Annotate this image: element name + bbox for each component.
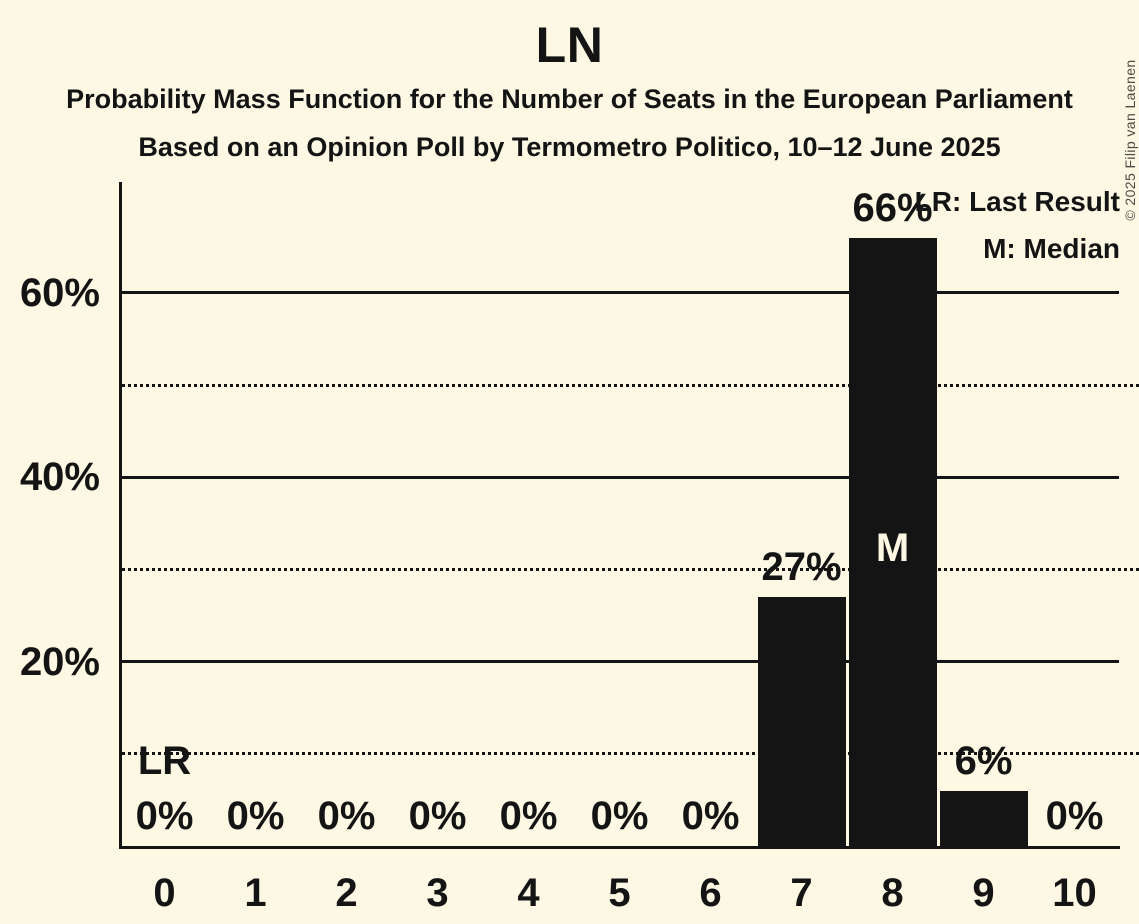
x-tick-label-9: 9	[972, 871, 995, 915]
chart-legend: LR: Last Result M: Median	[915, 178, 1120, 272]
x-tick-label-6: 6	[699, 871, 722, 915]
x-tick-label-1: 1	[244, 871, 267, 915]
value-label-seat-4: 0%	[499, 794, 558, 838]
legend-last-result: LR: Last Result	[914, 186, 1120, 217]
bar-seat-7	[757, 597, 846, 846]
x-tick-label-3: 3	[426, 871, 449, 915]
chart-poll-info: Based on an Opinion Poll by Termometro P…	[138, 132, 1001, 162]
median-label: M	[875, 525, 910, 570]
value-label-seat-6: 0%	[681, 794, 740, 838]
value-label-seat-0: 0%	[135, 794, 194, 838]
x-tick-label-0: 0	[153, 871, 176, 915]
value-label-seat-7: 27%	[761, 545, 842, 590]
legend-median: M: Median	[983, 233, 1120, 264]
x-axis-line	[119, 846, 1120, 849]
chart-title: LN	[535, 17, 604, 73]
value-label-seat-8: 66%	[852, 185, 933, 230]
gridline-solid-60pct	[122, 291, 1119, 295]
value-label-seat-2: 0%	[317, 794, 376, 838]
last-result-label: LR	[137, 739, 192, 783]
x-tick-label-5: 5	[608, 871, 631, 915]
value-label-seat-10: 0%	[1045, 794, 1104, 838]
value-label-seat-3: 0%	[408, 794, 467, 838]
value-label-seat-5: 0%	[590, 794, 649, 838]
gridline-solid-40pct	[122, 475, 1119, 479]
x-tick-label-4: 4	[517, 871, 540, 915]
y-axis-line	[119, 182, 122, 849]
gridline-solid-20pct	[122, 660, 1119, 664]
bar-seat-8	[848, 237, 937, 846]
gridline-dotted-30pct	[122, 567, 1139, 571]
x-tick-label-10: 10	[1052, 871, 1097, 915]
x-tick-label-7: 7	[790, 871, 813, 915]
chart-subtitle: Probability Mass Function for the Number…	[66, 84, 1073, 114]
gridline-dotted-50pct	[122, 383, 1139, 387]
y-tick-label-20pct: 20%	[19, 639, 100, 684]
bar-seat-9	[939, 790, 1028, 846]
gridline-dotted-10pct	[122, 752, 1139, 756]
value-label-seat-1: 0%	[226, 794, 285, 838]
x-tick-label-8: 8	[881, 871, 904, 915]
y-tick-label-40pct: 40%	[19, 455, 100, 500]
x-tick-label-2: 2	[335, 871, 358, 915]
value-label-seat-9: 6%	[954, 738, 1013, 783]
y-tick-label-60pct: 60%	[19, 270, 100, 315]
